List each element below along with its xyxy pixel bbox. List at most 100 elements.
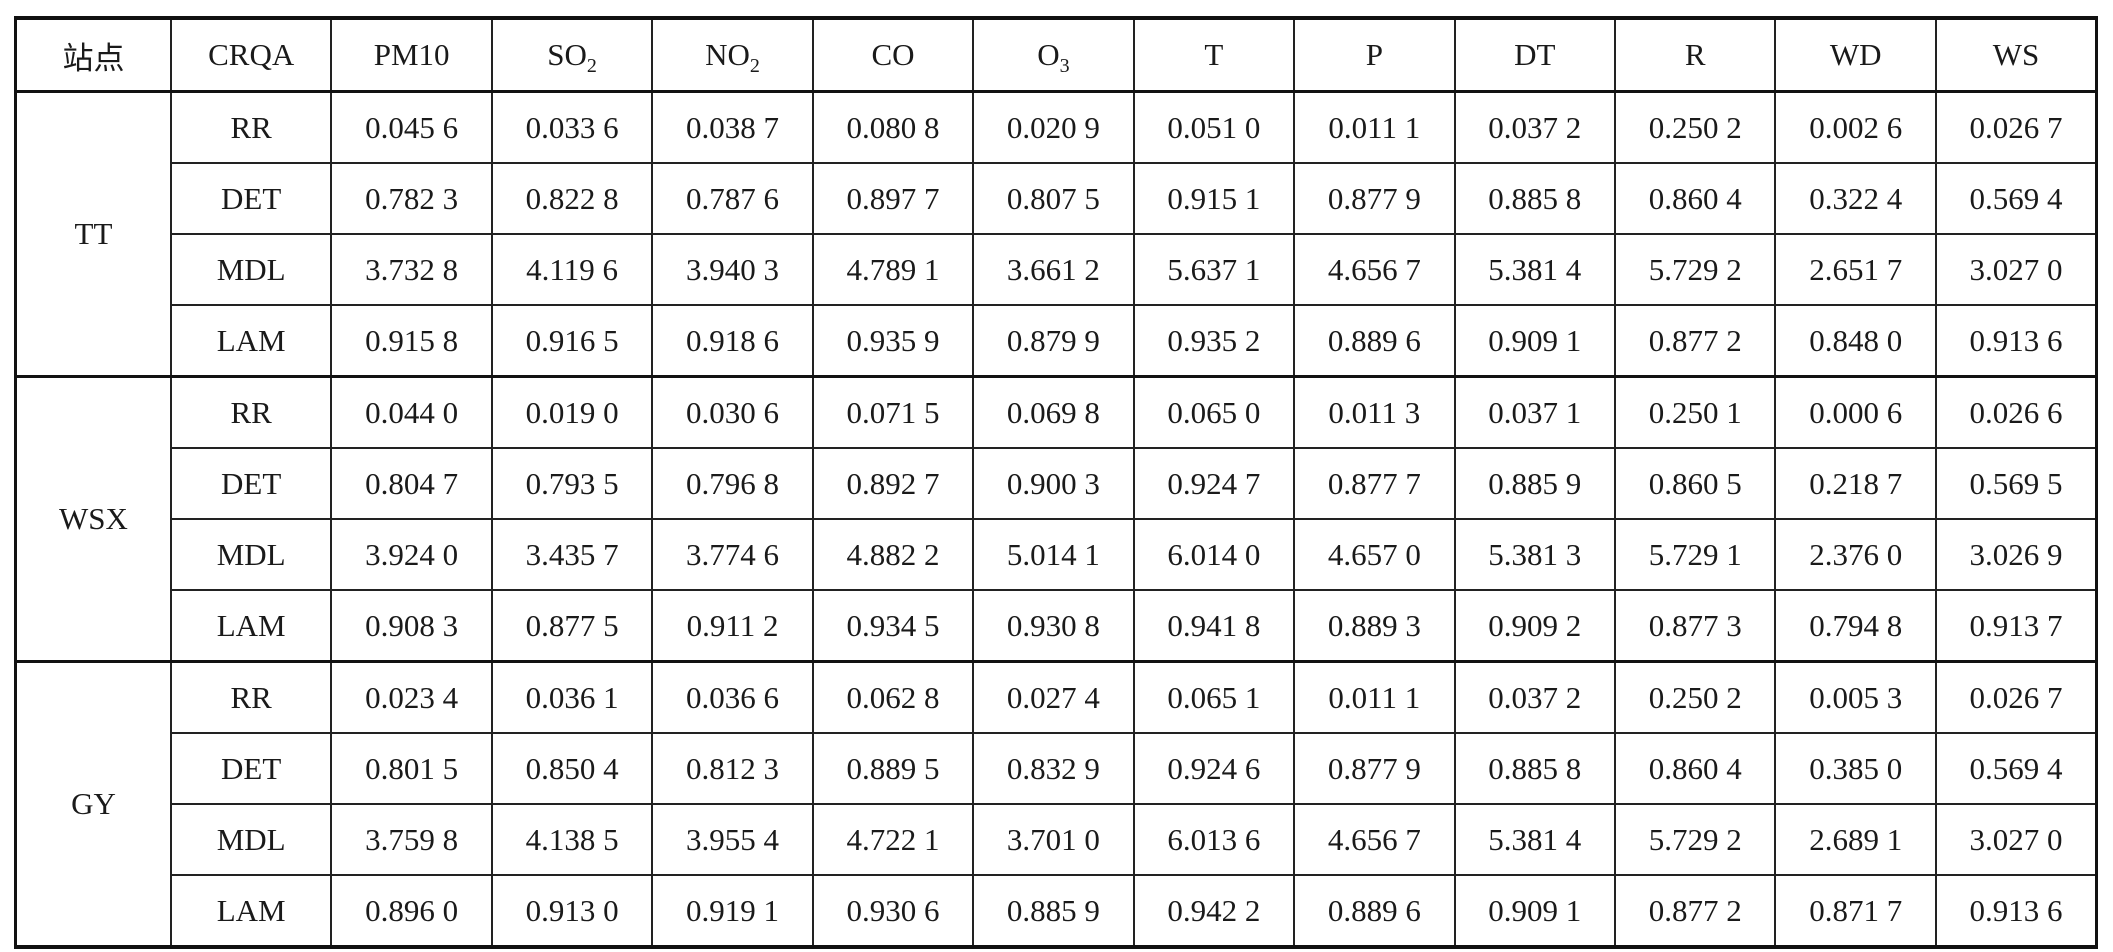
- value-cell: 0.871 7: [1774, 874, 1937, 948]
- metric-cell: DET: [169, 162, 333, 235]
- value-cell: 0.794 8: [1774, 589, 1937, 663]
- value-cell: 0.787 6: [651, 162, 814, 235]
- value-cell: 0.885 8: [1453, 732, 1617, 805]
- value-cell: 0.877 2: [1614, 304, 1777, 378]
- metric-cell: LAM: [169, 304, 333, 378]
- value-cell: 0.030 6: [651, 375, 814, 449]
- metric-cell: MDL: [169, 518, 333, 591]
- value-cell: 0.900 3: [972, 447, 1135, 520]
- header-r-label: R: [1684, 37, 1706, 72]
- value-cell: 0.793 5: [490, 447, 654, 520]
- header-so2-sub: 2: [586, 55, 597, 77]
- value-cell: 0.877 7: [1293, 447, 1456, 520]
- header-wd: WD: [1774, 17, 1937, 93]
- value-cell: 0.801 5: [330, 732, 493, 805]
- value-cell: 5.381 3: [1453, 518, 1617, 591]
- value-cell: 0.385 0: [1774, 732, 1937, 805]
- value-cell: 0.832 9: [972, 732, 1135, 805]
- value-cell: 0.942 2: [1132, 874, 1296, 948]
- value-cell: 0.026 6: [1934, 375, 2098, 449]
- header-o3-label: O: [1037, 37, 1060, 72]
- value-cell: 0.011 1: [1293, 660, 1456, 734]
- value-cell: 0.915 8: [330, 304, 493, 378]
- header-t: T: [1132, 17, 1296, 93]
- value-cell: 0.071 5: [811, 375, 975, 449]
- metric-cell: LAM: [169, 874, 333, 948]
- value-cell: 0.026 7: [1934, 660, 2098, 734]
- metric-cell: RR: [169, 660, 333, 734]
- header-co: CO: [811, 17, 975, 93]
- value-cell: 0.796 8: [651, 447, 814, 520]
- value-cell: 2.651 7: [1774, 233, 1937, 306]
- value-cell: 0.877 9: [1293, 732, 1456, 805]
- value-cell: 0.913 0: [490, 874, 654, 948]
- value-cell: 0.934 5: [811, 589, 975, 663]
- header-pm10-label: PM10: [373, 37, 450, 72]
- header-no2-label: NO: [705, 37, 750, 72]
- header-ws-label: WS: [1992, 37, 2040, 72]
- value-cell: 0.062 8: [811, 660, 975, 734]
- header-wd-label: WD: [1829, 37, 1882, 72]
- value-cell: 0.037 1: [1453, 375, 1617, 449]
- table-row: DET 0.804 7 0.793 5 0.796 8 0.892 7 0.900 3 0.…: [16, 447, 2098, 520]
- value-cell: 0.038 7: [651, 90, 814, 164]
- value-cell: 0.879 9: [972, 304, 1135, 378]
- value-cell: 0.877 9: [1293, 162, 1456, 235]
- site-cell: GY: [14, 660, 172, 948]
- value-cell: 0.918 6: [651, 304, 814, 378]
- value-cell: 0.065 0: [1132, 375, 1296, 449]
- value-cell: 4.722 1: [811, 803, 975, 876]
- metric-cell: DET: [169, 732, 333, 805]
- header-p-label: P: [1365, 37, 1383, 72]
- value-cell: 0.909 1: [1453, 304, 1617, 378]
- value-cell: 0.924 6: [1132, 732, 1296, 805]
- value-cell: 5.637 1: [1132, 233, 1296, 306]
- value-cell: 0.033 6: [490, 90, 654, 164]
- header-t-label: T: [1204, 37, 1224, 72]
- value-cell: 0.569 4: [1934, 732, 2098, 805]
- value-cell: 0.877 2: [1614, 874, 1777, 948]
- value-cell: 0.885 8: [1453, 162, 1617, 235]
- value-cell: 3.774 6: [651, 518, 814, 591]
- metric-cell: MDL: [169, 233, 333, 306]
- value-cell: 0.889 3: [1293, 589, 1456, 663]
- value-cell: 0.919 1: [651, 874, 814, 948]
- value-cell: 0.005 3: [1774, 660, 1937, 734]
- value-cell: 0.065 1: [1132, 660, 1296, 734]
- value-cell: 0.909 1: [1453, 874, 1617, 948]
- site-cell: TT: [14, 90, 172, 378]
- value-cell: 4.789 1: [811, 233, 975, 306]
- value-cell: 6.013 6: [1132, 803, 1296, 876]
- value-cell: 0.822 8: [490, 162, 654, 235]
- value-cell: 2.689 1: [1774, 803, 1937, 876]
- value-cell: 0.782 3: [330, 162, 493, 235]
- value-cell: 0.889 5: [811, 732, 975, 805]
- site-cell: WSX: [14, 375, 172, 663]
- value-cell: 4.657 0: [1293, 518, 1456, 591]
- value-cell: 3.435 7: [490, 518, 654, 591]
- table-row: MDL 3.924 0 3.435 7 3.774 6 4.882 2 5.014 1 6.…: [16, 518, 2098, 591]
- value-cell: 0.911 2: [651, 589, 814, 663]
- value-cell: 3.732 8: [330, 233, 493, 306]
- value-cell: 3.701 0: [972, 803, 1135, 876]
- header-site: 站点: [14, 17, 172, 93]
- value-cell: 0.011 3: [1293, 375, 1456, 449]
- header-pm10: PM10: [330, 17, 493, 93]
- value-cell: 0.909 2: [1453, 589, 1617, 663]
- value-cell: 0.916 5: [490, 304, 654, 378]
- value-cell: 0.080 8: [811, 90, 975, 164]
- value-cell: 0.889 6: [1293, 304, 1456, 378]
- value-cell: 3.027 0: [1934, 233, 2098, 306]
- value-cell: 0.913 6: [1934, 874, 2098, 948]
- value-cell: 0.897 7: [811, 162, 975, 235]
- value-cell: 0.913 6: [1934, 304, 2098, 378]
- value-cell: 0.804 7: [330, 447, 493, 520]
- value-cell: 0.848 0: [1774, 304, 1937, 378]
- table-header: 站点 CRQA PM10 SO2 NO2 CO O3 T P DT R WD W…: [14, 17, 2098, 93]
- value-cell: 0.915 1: [1132, 162, 1296, 235]
- value-cell: 0.860 5: [1614, 447, 1777, 520]
- value-cell: 0.051 0: [1132, 90, 1296, 164]
- value-cell: 0.924 7: [1132, 447, 1296, 520]
